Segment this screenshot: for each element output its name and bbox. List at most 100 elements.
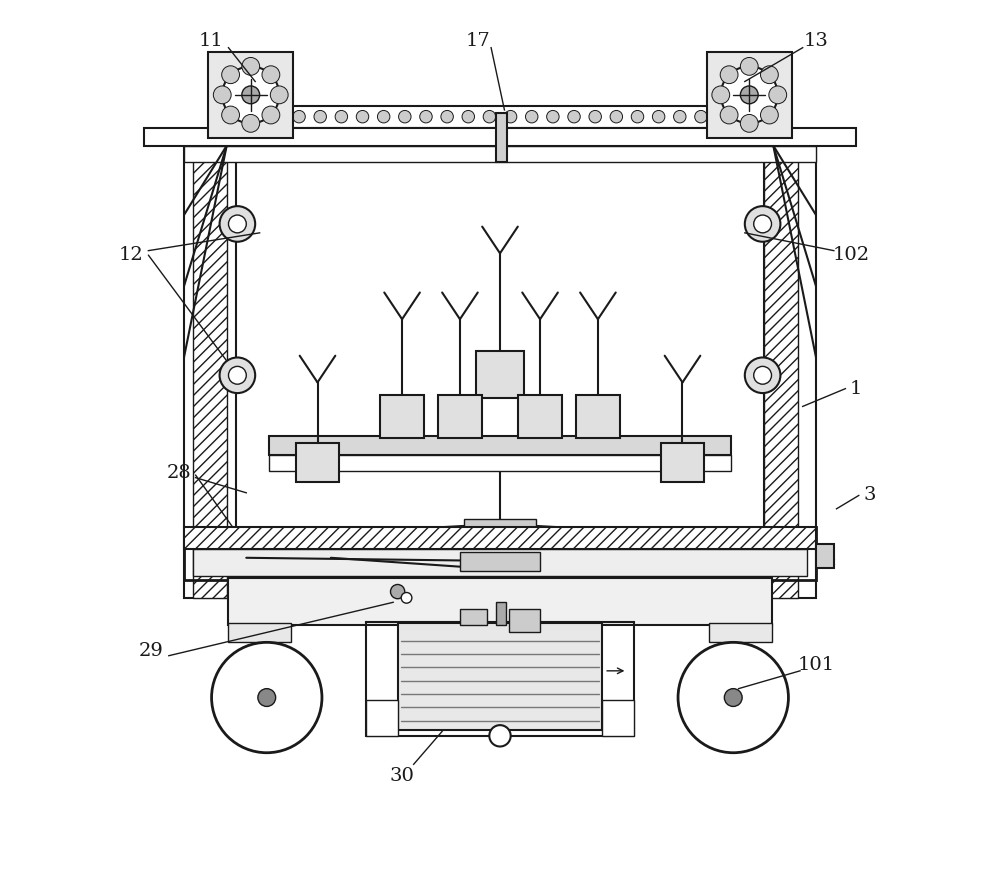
Circle shape	[401, 592, 412, 603]
Circle shape	[228, 215, 246, 233]
Bar	[380, 395, 424, 438]
Circle shape	[695, 111, 707, 123]
Circle shape	[740, 114, 758, 132]
Bar	[602, 700, 634, 736]
Circle shape	[483, 111, 496, 123]
Circle shape	[293, 111, 305, 123]
Bar	[184, 146, 816, 162]
Bar	[208, 52, 293, 138]
Bar	[464, 519, 536, 530]
Circle shape	[251, 111, 263, 123]
Text: 101: 101	[797, 655, 835, 673]
Circle shape	[754, 366, 772, 384]
Bar	[460, 552, 540, 572]
Circle shape	[391, 585, 405, 598]
Circle shape	[678, 642, 788, 753]
Circle shape	[720, 106, 738, 124]
Circle shape	[262, 66, 280, 84]
Circle shape	[745, 357, 780, 393]
Bar	[764, 144, 816, 597]
Bar	[496, 113, 507, 162]
Text: 102: 102	[833, 246, 870, 264]
Bar	[269, 436, 731, 455]
Bar	[707, 52, 792, 138]
Text: 1: 1	[850, 380, 862, 397]
Circle shape	[631, 111, 644, 123]
Circle shape	[420, 111, 432, 123]
Bar	[269, 455, 731, 471]
Text: 17: 17	[465, 32, 490, 50]
Circle shape	[712, 86, 730, 104]
Circle shape	[262, 106, 280, 124]
Circle shape	[737, 111, 749, 123]
Circle shape	[589, 111, 601, 123]
Circle shape	[222, 66, 239, 84]
Circle shape	[489, 725, 511, 747]
Bar	[366, 622, 634, 736]
Bar	[496, 602, 506, 624]
Circle shape	[761, 66, 778, 84]
Circle shape	[228, 366, 246, 384]
Bar	[228, 622, 291, 642]
Circle shape	[258, 689, 276, 706]
Circle shape	[270, 86, 288, 104]
Circle shape	[610, 111, 623, 123]
Circle shape	[525, 111, 538, 123]
Circle shape	[674, 111, 686, 123]
Circle shape	[220, 357, 255, 393]
Circle shape	[242, 114, 260, 132]
Circle shape	[399, 111, 411, 123]
Bar	[816, 544, 834, 569]
Circle shape	[716, 111, 728, 123]
Bar	[398, 622, 602, 730]
Circle shape	[213, 86, 231, 104]
Circle shape	[314, 111, 326, 123]
Bar	[144, 128, 856, 146]
Bar	[184, 144, 236, 597]
Bar	[661, 443, 704, 482]
Text: 30: 30	[390, 767, 415, 785]
Bar	[296, 443, 339, 482]
Bar	[236, 144, 764, 597]
Circle shape	[769, 86, 787, 104]
Bar	[193, 549, 807, 576]
Circle shape	[740, 57, 758, 75]
Bar	[228, 579, 772, 624]
Circle shape	[568, 111, 580, 123]
Bar	[576, 395, 620, 438]
Circle shape	[212, 642, 322, 753]
Bar	[193, 144, 227, 597]
Circle shape	[229, 111, 242, 123]
Circle shape	[547, 111, 559, 123]
Circle shape	[462, 111, 475, 123]
Circle shape	[356, 111, 369, 123]
Bar	[476, 351, 524, 397]
Bar	[460, 608, 487, 624]
Circle shape	[242, 57, 260, 75]
Circle shape	[652, 111, 665, 123]
Circle shape	[377, 111, 390, 123]
Circle shape	[758, 111, 771, 123]
Bar	[227, 105, 773, 128]
Bar	[366, 700, 398, 736]
Circle shape	[740, 86, 758, 104]
Circle shape	[724, 689, 742, 706]
Circle shape	[504, 111, 517, 123]
Bar	[438, 395, 482, 438]
Circle shape	[242, 86, 260, 104]
Circle shape	[745, 206, 780, 242]
Circle shape	[754, 215, 772, 233]
Circle shape	[272, 111, 284, 123]
Bar	[764, 144, 798, 597]
Circle shape	[761, 106, 778, 124]
Circle shape	[720, 66, 738, 84]
Text: 28: 28	[167, 464, 192, 482]
Bar	[509, 609, 540, 631]
Circle shape	[222, 66, 279, 123]
Circle shape	[335, 111, 348, 123]
Circle shape	[441, 111, 453, 123]
Text: 11: 11	[198, 32, 223, 50]
Text: 3: 3	[863, 487, 876, 505]
Bar	[518, 395, 562, 438]
Circle shape	[220, 206, 255, 242]
